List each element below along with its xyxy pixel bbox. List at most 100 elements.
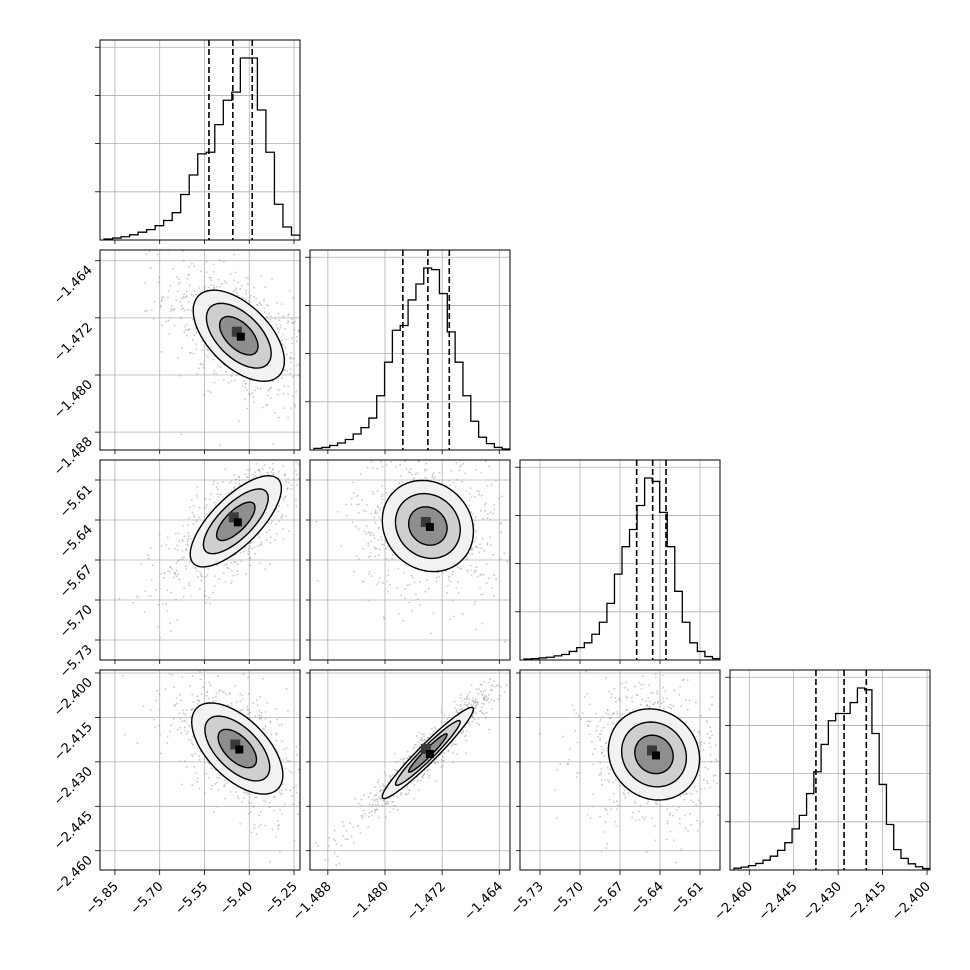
scatter-point <box>690 823 692 826</box>
scatter-point <box>441 571 444 574</box>
scatter-point <box>288 290 291 293</box>
scatter-point <box>610 696 612 699</box>
scatter-point <box>301 360 303 362</box>
scatter-point <box>451 599 454 602</box>
scatter-point <box>258 709 261 712</box>
scatter-point <box>256 545 259 547</box>
scatter-point <box>316 377 318 379</box>
scatter-point <box>292 803 294 806</box>
scatter-point <box>244 546 247 549</box>
scatter-point <box>256 387 259 390</box>
scatter-point <box>340 845 343 847</box>
scatter-point <box>216 493 219 495</box>
scatter-point <box>230 569 233 572</box>
scatter-point <box>192 318 194 321</box>
scatter-point <box>705 720 708 722</box>
scatter-point <box>724 755 726 757</box>
scatter-point <box>438 576 441 578</box>
scatter-point <box>267 389 270 392</box>
scatter-point <box>456 711 459 714</box>
scatter-point <box>295 753 298 756</box>
scatter-point <box>264 403 267 406</box>
scatter-point <box>606 842 608 845</box>
scatter-point <box>189 685 191 687</box>
scatter-point <box>240 284 243 287</box>
scatter-point <box>176 619 179 622</box>
scatter-point <box>198 787 201 790</box>
scatter-point <box>264 711 267 713</box>
scatter-point <box>392 808 395 810</box>
scatter-point <box>385 491 388 494</box>
scatter-point <box>390 461 393 463</box>
panel-frame <box>729 669 931 871</box>
scatter-point <box>253 295 255 298</box>
scatter-point <box>493 699 496 702</box>
scatter-point <box>230 480 233 483</box>
scatter-point <box>709 737 712 739</box>
scatter-point <box>605 741 608 744</box>
scatter-point <box>132 602 134 604</box>
scatter-point <box>474 706 477 708</box>
scatter-point <box>245 792 248 794</box>
scatter-point <box>711 695 714 698</box>
scatter-point <box>170 310 172 312</box>
scatter-point <box>463 703 466 706</box>
scatter-point <box>480 709 483 712</box>
scatter-point <box>218 777 221 780</box>
scatter-point <box>655 676 657 679</box>
scatter-point <box>384 547 387 550</box>
scatter-point <box>352 481 354 484</box>
scatter-point <box>699 741 702 744</box>
scatter-point <box>721 794 723 796</box>
scatter-point <box>251 547 254 550</box>
scatter-point <box>422 777 424 779</box>
scatter-point <box>302 383 304 385</box>
scatter-point <box>371 805 374 807</box>
scatter-point <box>404 588 407 590</box>
scatter-point <box>277 510 280 513</box>
scatter-point <box>377 778 380 781</box>
scatter-point <box>188 328 191 330</box>
scatter-point <box>268 313 270 315</box>
scatter-point <box>357 528 360 530</box>
scatter-point <box>619 713 622 716</box>
scatter-point <box>290 318 293 321</box>
scatter-point <box>143 611 146 613</box>
scatter-point <box>607 723 609 726</box>
scatter-point <box>471 699 474 702</box>
scatter-point <box>677 806 680 809</box>
scatter-point <box>355 525 357 528</box>
scatter-point <box>373 537 376 540</box>
scatter-point <box>191 262 193 265</box>
scatter-point <box>227 704 230 706</box>
scatter-point <box>217 278 220 281</box>
scatter-point <box>423 468 426 471</box>
scatter-point <box>479 586 481 589</box>
scatter-point <box>179 558 181 561</box>
scatter-point <box>217 789 220 791</box>
scatter-point <box>288 770 291 773</box>
scatter-point <box>195 494 198 496</box>
scatter-point <box>224 564 226 566</box>
scatter-point <box>602 716 604 718</box>
scatter-point <box>177 283 180 286</box>
scatter-point <box>462 731 465 733</box>
scatter-point <box>700 714 703 717</box>
scatter-point <box>686 679 689 682</box>
scatter-point <box>466 555 468 558</box>
scatter-point <box>399 758 402 761</box>
scatter-point <box>172 576 175 579</box>
scatter-point <box>208 697 210 700</box>
scatter-point <box>606 766 609 769</box>
scatter-point <box>242 550 245 553</box>
scatter-point <box>471 549 473 551</box>
scatter-point <box>167 290 170 293</box>
scatter-point <box>187 738 190 741</box>
scatter-point <box>170 592 173 594</box>
scatter-point <box>182 540 184 543</box>
scatter-point <box>454 485 457 488</box>
scatter-point <box>650 692 653 694</box>
scatter-point <box>474 469 477 471</box>
scatter-point <box>264 800 267 803</box>
scatter-point <box>301 778 303 780</box>
